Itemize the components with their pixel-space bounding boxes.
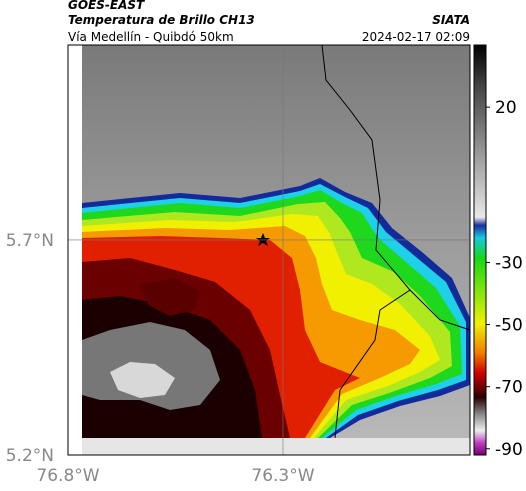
colorbar — [473, 44, 487, 456]
colorbar-tick-label: -70 — [495, 378, 523, 398]
x-tick-label: 76.3°W — [251, 466, 314, 486]
colorbar-tick-label: -50 — [495, 316, 523, 336]
datetime: 2024-02-17 02:09 — [362, 30, 470, 44]
title: Temperatura de Brillo CH13 — [68, 13, 255, 27]
product: GOES-EAST — [68, 0, 145, 12]
satellite-image — [82, 44, 471, 455]
region: Vía Medellín - Quibdó 50km — [68, 30, 234, 44]
source: SIATA — [432, 13, 470, 27]
map-frame — [67, 44, 471, 456]
y-tick-label: 5.2°N — [6, 446, 54, 466]
colorbar-tick-label: -30 — [495, 253, 523, 273]
x-tick-label: 76.8°W — [36, 466, 99, 486]
colorbar-tick-label: 20 — [495, 98, 517, 118]
y-tick-label: 5.7°N — [6, 231, 54, 251]
colorbar-tick-label: -90 — [495, 440, 523, 460]
